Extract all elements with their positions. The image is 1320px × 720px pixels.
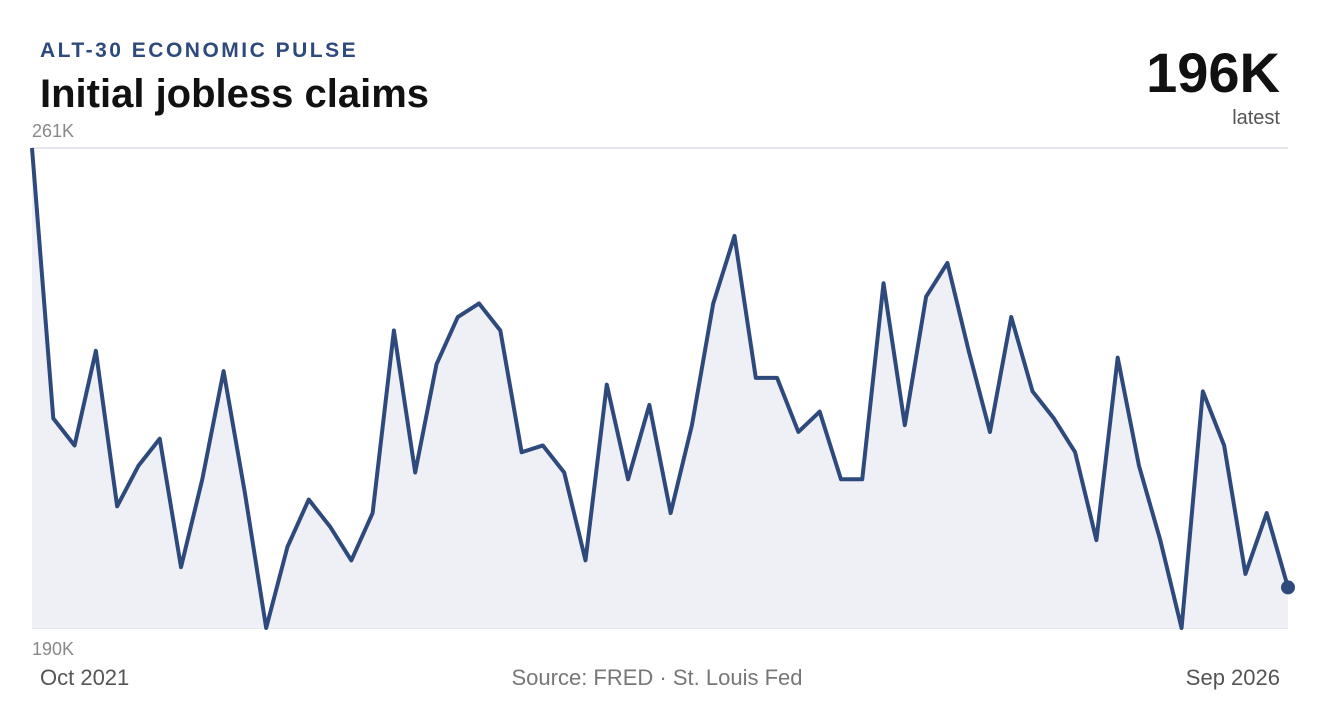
- end-point: [1281, 580, 1295, 595]
- latest-value: 196K: [1146, 41, 1280, 104]
- x-tick-label: Oct 2021: [40, 665, 129, 690]
- source: Source: FRED · St. Louis Fed: [512, 665, 803, 690]
- kicker: ALT-30 ECONOMIC PULSE: [40, 39, 358, 62]
- chart-title: Initial jobless claims: [40, 72, 429, 116]
- latest-caption: latest: [1232, 107, 1280, 129]
- x-tick-label: Sep 2026: [1186, 665, 1280, 690]
- y-tick-label: 261K: [32, 121, 74, 141]
- line: [30, 147, 1290, 630]
- area: [32, 148, 1288, 628]
- y-tick-label: 190K: [32, 639, 74, 659]
